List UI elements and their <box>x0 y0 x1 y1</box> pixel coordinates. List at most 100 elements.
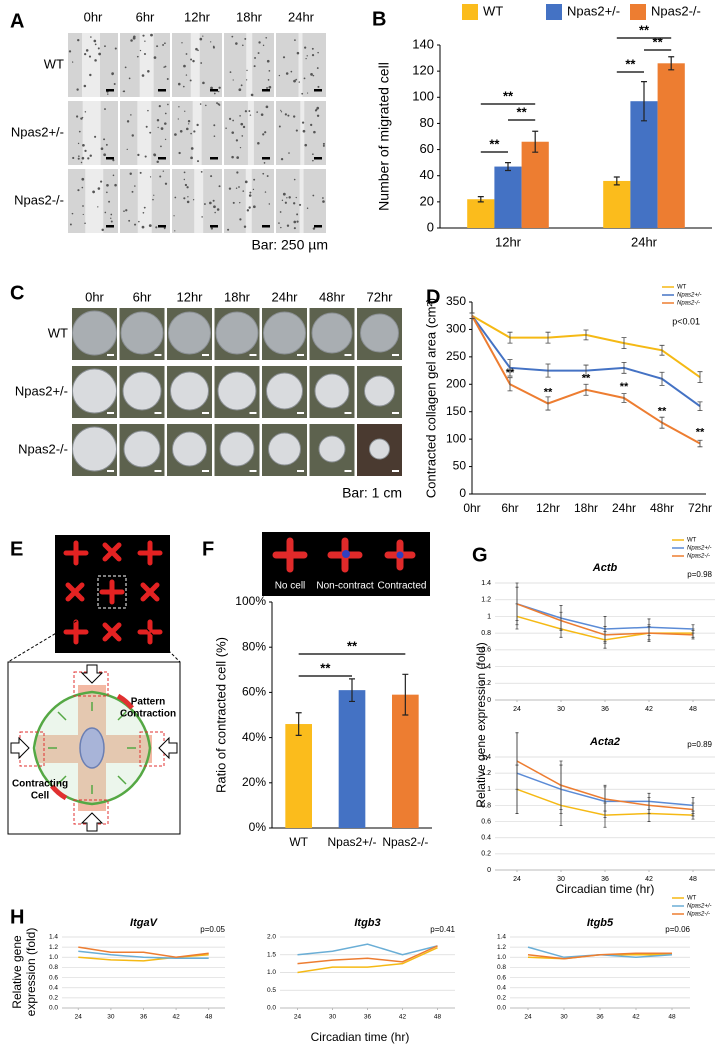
cell-speck <box>305 57 307 60</box>
y-tick-label: 60 <box>420 141 434 156</box>
cell-speck <box>89 73 92 77</box>
cell-speck <box>147 109 149 112</box>
cell-speck <box>190 132 192 135</box>
chart-title: Acta2 <box>589 736 620 748</box>
cell-speck <box>158 105 161 108</box>
x-tick-label: 72hr <box>688 501 712 515</box>
cell-speck <box>98 52 102 56</box>
y-tick-label: 1.5 <box>267 951 276 958</box>
data-line <box>297 945 438 965</box>
y-tick-label: 0.8 <box>481 802 491 809</box>
error-bar <box>507 377 513 392</box>
scale-bar <box>344 412 352 414</box>
cell-speck <box>142 34 145 37</box>
cell-speck <box>301 121 305 124</box>
scale-bar <box>158 89 166 92</box>
x-tick-label: 24 <box>294 1014 302 1021</box>
cell-speck <box>286 224 290 227</box>
cell-speck <box>134 223 137 226</box>
x-tick-label: 42 <box>399 1014 407 1021</box>
scale-bar <box>106 225 114 228</box>
y-axis-label: Contracted collagen gel area (cm²) <box>423 298 438 498</box>
cell-speck <box>241 135 244 137</box>
scale-bar <box>314 225 322 228</box>
cell-speck <box>112 174 115 177</box>
scale-bar <box>107 412 114 414</box>
cell-speck <box>266 175 269 177</box>
legend-label: Npas2-/- <box>651 3 701 18</box>
cell-speck <box>78 130 81 133</box>
gel-disc <box>268 432 301 466</box>
cell-speck <box>290 70 293 73</box>
gel-disc <box>170 371 209 411</box>
data-line <box>78 946 209 959</box>
scale-bar <box>249 412 257 414</box>
scale-bar <box>344 470 352 472</box>
cell-speck <box>312 159 314 162</box>
column-label: 24hr <box>271 289 298 304</box>
cell-speck <box>97 47 100 50</box>
cell-speck <box>258 41 261 44</box>
y-tick-label: 1.0 <box>497 954 506 961</box>
cell-speck <box>192 59 195 63</box>
cell-speck <box>293 178 296 181</box>
cell-speck <box>252 205 256 209</box>
error-bar <box>691 802 695 817</box>
scale-bar <box>249 470 257 472</box>
cell-speck <box>199 103 202 105</box>
y-tick-label: 0.4 <box>481 835 491 842</box>
legend-swatch <box>462 4 478 20</box>
error-bar <box>559 760 563 810</box>
bar <box>285 724 312 828</box>
cell-speck <box>141 225 145 229</box>
gel-disc <box>266 372 303 410</box>
gel-disc <box>172 431 207 467</box>
cell-speck <box>278 74 281 77</box>
error-bar <box>647 796 651 814</box>
cell-nucleus <box>396 551 404 559</box>
x-tick-label: 42 <box>645 876 653 883</box>
gel-disc <box>120 311 164 355</box>
cell-speck <box>105 143 108 146</box>
cell-speck <box>81 177 85 181</box>
y-tick-label: 2.0 <box>267 934 276 941</box>
cell-speck <box>304 46 307 49</box>
cell-speck <box>284 113 287 116</box>
cell-speck <box>182 85 185 88</box>
scale-bar <box>392 470 399 472</box>
cell-speck <box>295 196 297 199</box>
scale-bar <box>262 225 270 228</box>
x-tick-label: 30 <box>560 1014 568 1021</box>
cell-speck <box>246 209 250 212</box>
scale-bar <box>210 89 218 92</box>
y-tick-label: 0.0 <box>267 1005 276 1012</box>
scale-bar <box>210 157 218 160</box>
error-bar <box>691 630 695 640</box>
cell-speck <box>190 147 194 150</box>
scale-bar <box>154 412 162 414</box>
scale-bar <box>107 354 114 356</box>
cell-speck <box>100 180 103 183</box>
y-tick-label: 1.0 <box>267 969 276 976</box>
cell-speck <box>202 81 205 85</box>
cell-speck <box>128 219 131 222</box>
cell-speck <box>114 183 117 187</box>
y-tick-label: 1.2 <box>49 944 58 951</box>
cell-speck <box>265 105 269 109</box>
cell-speck <box>242 44 244 47</box>
cell-speck <box>217 103 220 106</box>
cell-speck <box>282 56 286 59</box>
x-tick-label: 24hr <box>631 234 658 249</box>
x-tick-label: 48 <box>434 1014 442 1021</box>
wound-gap <box>82 33 100 97</box>
cell-speck <box>78 155 80 157</box>
cell-speck <box>280 226 282 229</box>
cell-speck <box>310 73 313 76</box>
error-bar <box>668 56 675 71</box>
cell-speck <box>265 36 268 39</box>
error-bar <box>641 81 647 122</box>
cell-speck <box>231 131 235 134</box>
y-tick-label: 0.8 <box>497 964 506 971</box>
cell-speck <box>209 201 212 205</box>
x-axis-label: Circadian time (hr) <box>556 882 655 896</box>
